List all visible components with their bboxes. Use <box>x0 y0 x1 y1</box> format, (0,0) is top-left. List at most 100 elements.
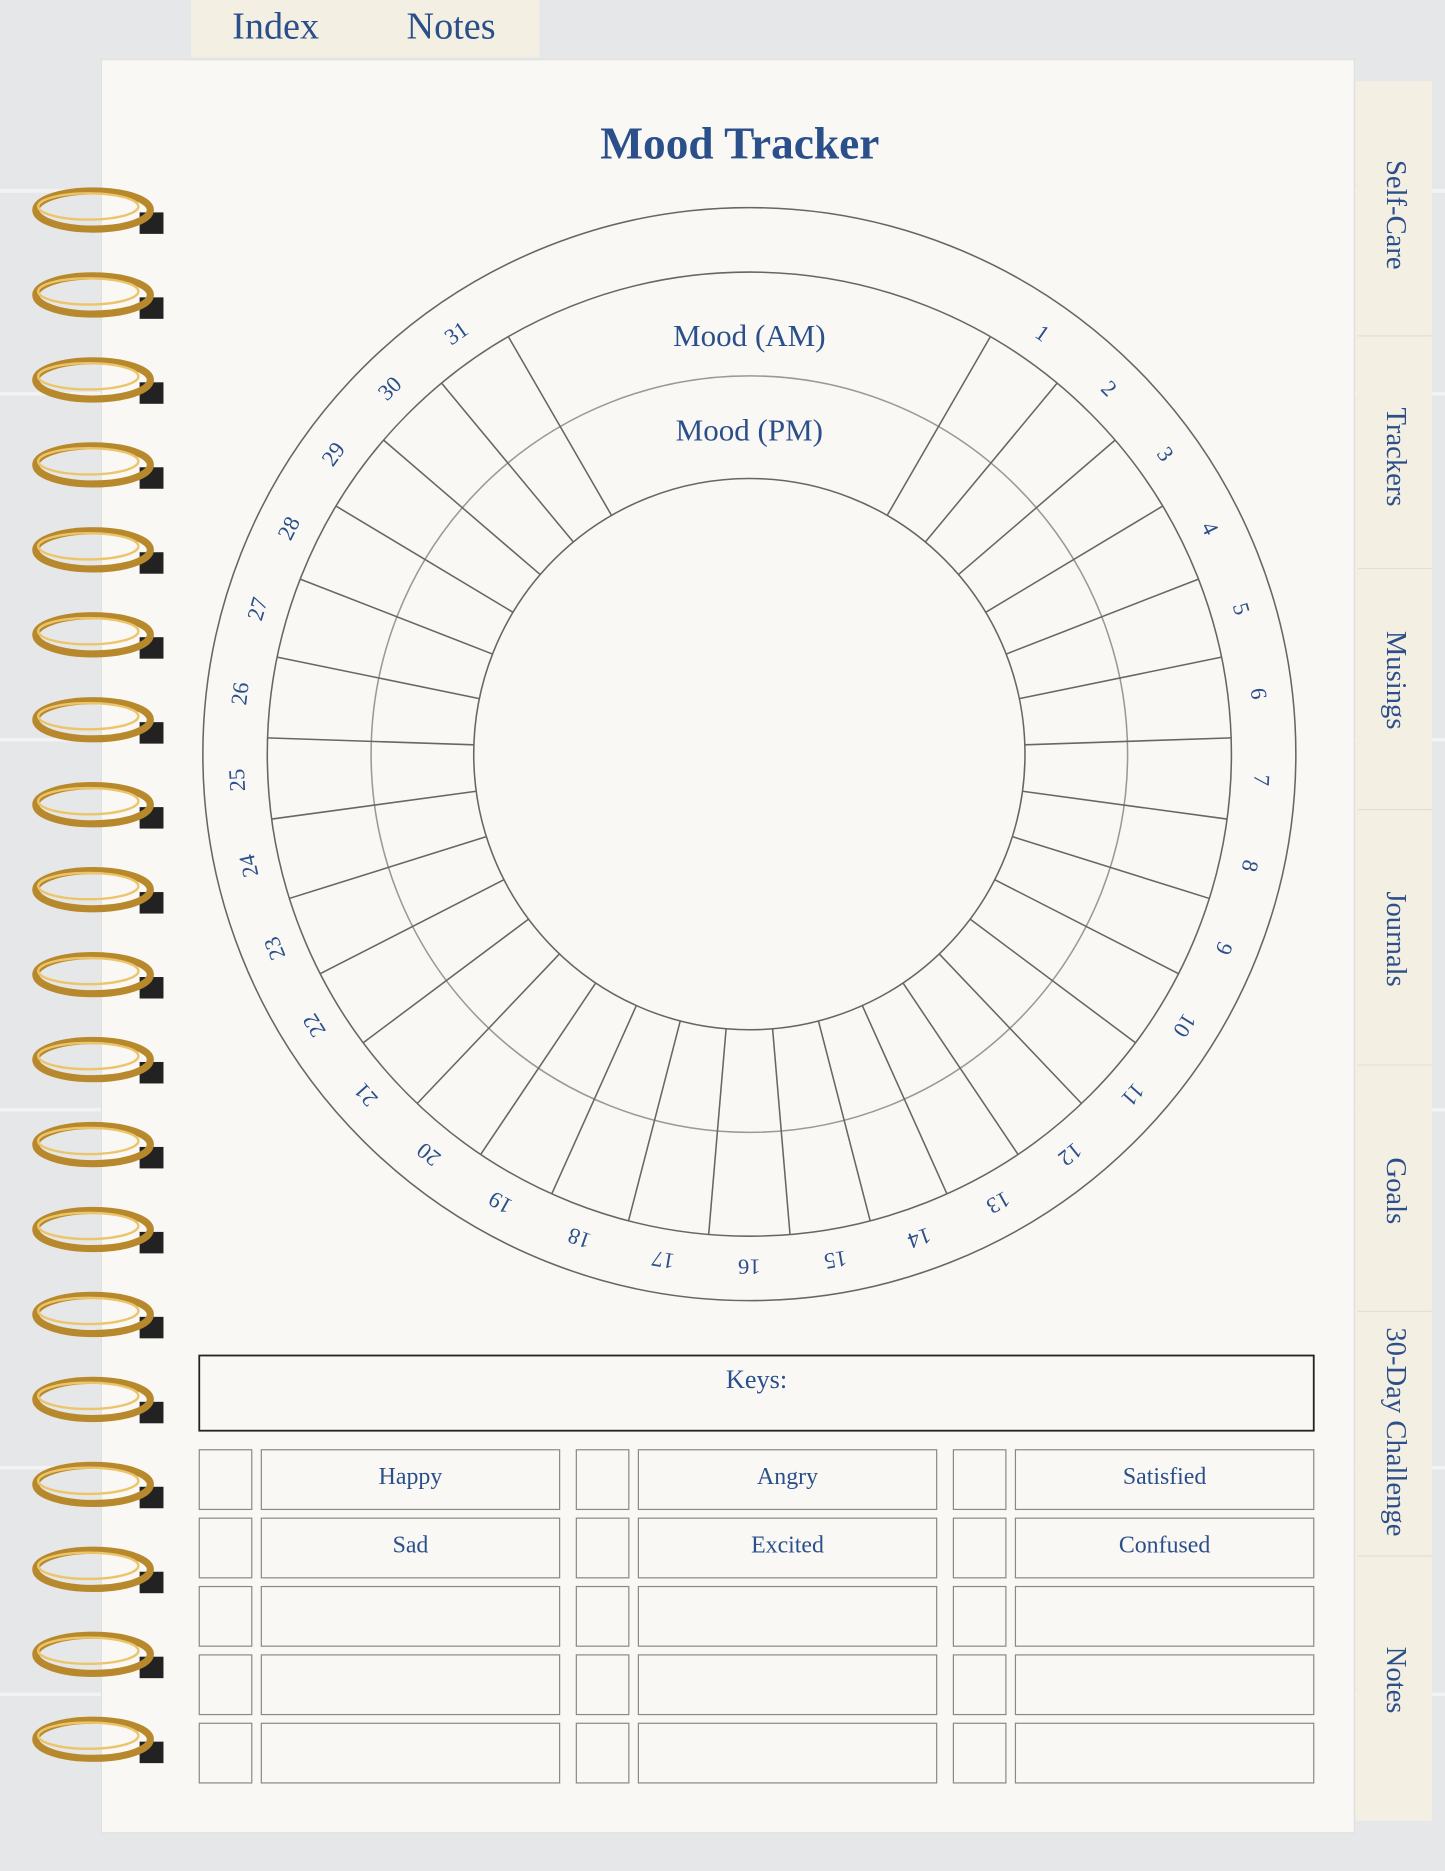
side-tab[interactable]: 30-Day Challenge <box>1380 1327 1412 1536</box>
ring-shine <box>36 531 140 561</box>
day-label: 6 <box>1246 687 1272 701</box>
spoke <box>383 439 541 576</box>
key-swatch <box>575 1722 630 1784</box>
key-name-box <box>260 1449 561 1511</box>
keys-box <box>198 1354 1315 1432</box>
spoke <box>299 578 493 655</box>
spoke <box>335 505 514 613</box>
key-name-box <box>637 1722 938 1784</box>
ring-shine <box>36 1636 140 1666</box>
day-label: 17 <box>650 1246 677 1274</box>
ring-shine <box>36 1721 140 1750</box>
top-tab-strip <box>190 0 540 58</box>
key-swatch <box>198 1517 253 1579</box>
spiral-binding <box>32 187 164 1764</box>
key-name-box <box>260 1654 561 1716</box>
key-name: Sad <box>393 1532 429 1558</box>
top-tab[interactable]: Notes <box>407 6 496 48</box>
ring <box>32 1716 154 1762</box>
paper <box>100 59 1355 1834</box>
ring <box>32 782 154 828</box>
spoke <box>271 790 477 820</box>
key-name-box <box>637 1654 938 1716</box>
top-tab[interactable]: Index <box>232 6 319 48</box>
spoke <box>289 835 487 900</box>
ring <box>32 1546 154 1593</box>
side-tab[interactable]: Trackers <box>1380 407 1412 506</box>
day-label: 16 <box>738 1255 761 1280</box>
side-tab[interactable]: Journals <box>1380 891 1412 986</box>
spoke <box>994 878 1179 975</box>
key-name-box <box>260 1722 561 1784</box>
ring-shine <box>36 616 140 646</box>
key-name-box <box>637 1585 938 1647</box>
ring-shine <box>36 786 140 816</box>
ring <box>32 1631 154 1677</box>
spoke <box>861 1005 948 1195</box>
key-name-box <box>1014 1585 1315 1647</box>
key-name: Confused <box>1119 1532 1211 1558</box>
ring-shine <box>36 192 140 221</box>
ring <box>32 612 154 658</box>
key-name-box <box>637 1449 938 1511</box>
spoke <box>480 982 597 1155</box>
spoke <box>1024 737 1232 746</box>
key-name: Angry <box>757 1464 818 1490</box>
key-swatch <box>952 1517 1007 1579</box>
spoke <box>319 878 505 975</box>
key-swatch <box>198 1449 253 1511</box>
ring-shine <box>36 956 140 986</box>
spoke <box>707 1028 727 1235</box>
key-swatch <box>952 1449 1007 1511</box>
side-tab[interactable]: Musings <box>1380 631 1412 730</box>
ring <box>32 1206 154 1253</box>
key-name-box <box>637 1517 938 1579</box>
ring <box>32 1376 154 1423</box>
key-name-box <box>1014 1449 1315 1511</box>
ring <box>32 187 154 233</box>
ring-shine <box>36 701 140 731</box>
ring <box>32 1036 154 1083</box>
key-swatch <box>198 1654 253 1716</box>
day-label: 24 <box>234 852 263 880</box>
key-swatch <box>575 1585 630 1647</box>
ring-shine <box>36 1551 140 1581</box>
key-name-box <box>1014 1654 1315 1716</box>
ring <box>32 527 154 573</box>
key-swatch <box>198 1585 253 1647</box>
am-pm-circle <box>370 375 1129 1134</box>
ring <box>32 272 154 318</box>
mood-wheel <box>202 206 1297 1302</box>
side-tabs: Self-Care Trackers Musings Journals Goals 30-… <box>1357 160 1432 1714</box>
ring <box>32 867 154 913</box>
am-outer-circle <box>266 271 1233 1237</box>
side-tab-strip <box>1355 81 1432 1821</box>
side-tab[interactable]: Goals <box>1380 1157 1412 1224</box>
key-swatch <box>952 1722 1007 1784</box>
spoke <box>267 737 474 746</box>
spoke <box>416 953 561 1105</box>
ring <box>32 357 154 403</box>
key-swatch <box>952 1654 1007 1716</box>
ring <box>32 697 154 743</box>
key-swatch <box>952 1585 1007 1647</box>
spoke <box>969 918 1136 1044</box>
spoke <box>1005 578 1199 655</box>
keys-label: Keys: <box>726 1365 787 1394</box>
side-tab[interactable]: Notes <box>1380 1647 1412 1714</box>
side-tab[interactable]: Self-Care <box>1380 160 1412 270</box>
outer-circle <box>202 206 1297 1302</box>
ring-shine <box>36 871 140 901</box>
key-swatch <box>575 1654 630 1716</box>
ring <box>32 951 154 998</box>
day-label: 25 <box>224 768 250 792</box>
ring-shine <box>36 277 140 306</box>
ring <box>32 1461 154 1508</box>
spoke <box>1012 835 1210 900</box>
spoke <box>362 918 530 1044</box>
spoke <box>627 1020 682 1221</box>
day-label: 7 <box>1249 774 1275 787</box>
spoke <box>938 953 1083 1105</box>
title: Mood Tracker <box>600 118 879 168</box>
